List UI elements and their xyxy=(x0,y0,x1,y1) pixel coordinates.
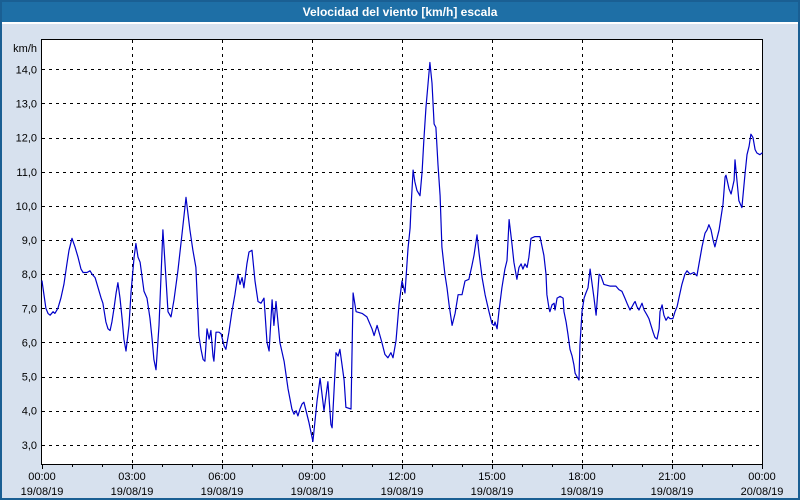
x-axis-time-label: 09:00 xyxy=(298,471,326,483)
y-axis-tick-label: 14,0 xyxy=(16,64,37,76)
wind-speed-line xyxy=(41,61,763,443)
x-axis-date-label: 19/08/19 xyxy=(381,486,424,498)
x-axis-date-label: 20/08/19 xyxy=(741,486,784,498)
x-axis-time-label: 06:00 xyxy=(208,471,236,483)
window-title: Velocidad del viento [km/h] escala xyxy=(302,5,498,19)
x-axis-time-label: 00:00 xyxy=(748,471,776,483)
x-axis-time-label: 15:00 xyxy=(478,471,506,483)
y-axis-tick-label: 6,0 xyxy=(22,337,37,349)
y-axis-tick-label: 8,0 xyxy=(22,269,37,281)
x-axis-time-label: 12:00 xyxy=(388,471,416,483)
x-axis-date-label: 19/08/19 xyxy=(471,486,514,498)
x-axis-date-label: 19/08/19 xyxy=(201,486,244,498)
y-axis-tick-label: 4,0 xyxy=(22,406,37,418)
x-axis-date-label: 19/08/19 xyxy=(291,486,334,498)
window-titlebar: Velocidad del viento [km/h] escala xyxy=(2,2,798,24)
x-axis-date-label: 19/08/19 xyxy=(651,486,694,498)
x-axis-date-label: 19/08/19 xyxy=(21,486,64,498)
x-axis-time-label: 18:00 xyxy=(568,471,596,483)
gridlines xyxy=(42,40,762,464)
y-axis-unit-label: km/h xyxy=(13,43,37,55)
y-axis-tick-label: 13,0 xyxy=(16,98,37,110)
x-axis-date-label: 19/08/19 xyxy=(111,486,154,498)
x-axis-date-label: 19/08/19 xyxy=(561,486,604,498)
y-axis-tick-label: 11,0 xyxy=(16,167,37,179)
y-axis-tick-label: 9,0 xyxy=(22,235,37,247)
y-axis-tick-label: 10,0 xyxy=(16,201,37,213)
y-axis-tick-label: 12,0 xyxy=(16,133,37,145)
y-axis-tick-label: 3,0 xyxy=(22,440,37,452)
x-axis-time-label: 00:00 xyxy=(28,471,56,483)
x-axis-ticks xyxy=(42,464,763,469)
y-axis-tick-label: 7,0 xyxy=(22,303,37,315)
x-axis-time-label: 21:00 xyxy=(658,471,686,483)
y-axis-tick-label: 5,0 xyxy=(22,372,37,384)
x-axis-time-label: 03:00 xyxy=(118,471,146,483)
